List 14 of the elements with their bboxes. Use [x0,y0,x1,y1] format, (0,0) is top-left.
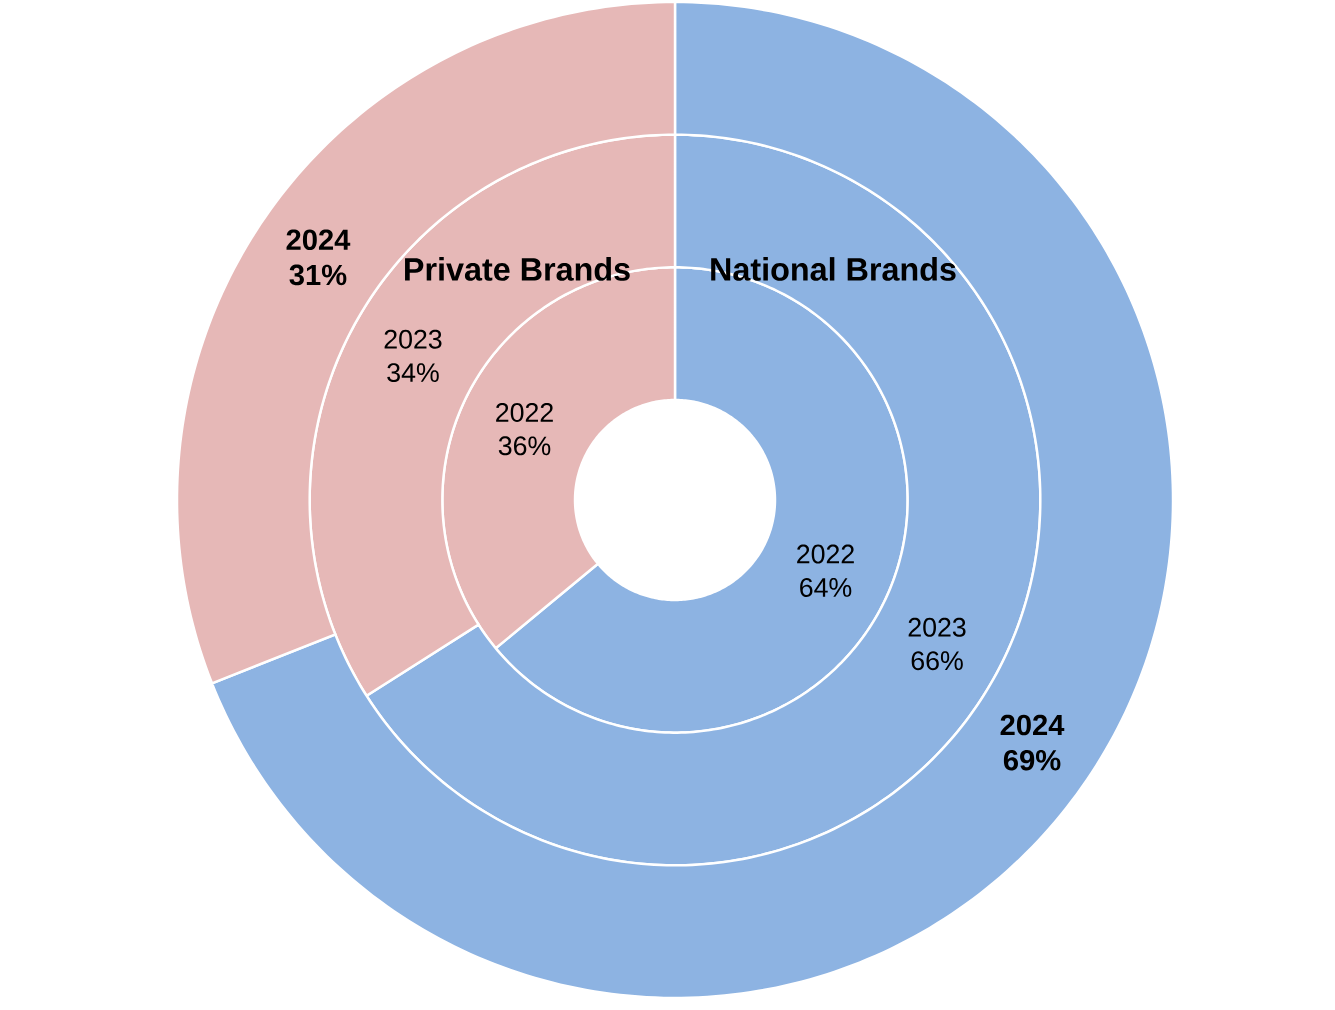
data-label: 66% [911,651,963,671]
slice-label: Private Brands [405,257,630,281]
data-label: 69% [1003,749,1061,771]
data-label: 36% [498,436,551,456]
data-label: 34% [387,363,439,383]
text: 2023 [908,617,966,637]
text: 2024 [1000,714,1065,736]
slice-label: 2023 [384,329,442,349]
slice-label: 2024 [286,229,351,251]
text: 2022 [797,544,854,564]
data-label: 31% [289,264,347,286]
data-label: 64% [800,578,852,597]
slice-label: National Brands [711,257,956,281]
slice-label: 2022 [496,402,553,422]
